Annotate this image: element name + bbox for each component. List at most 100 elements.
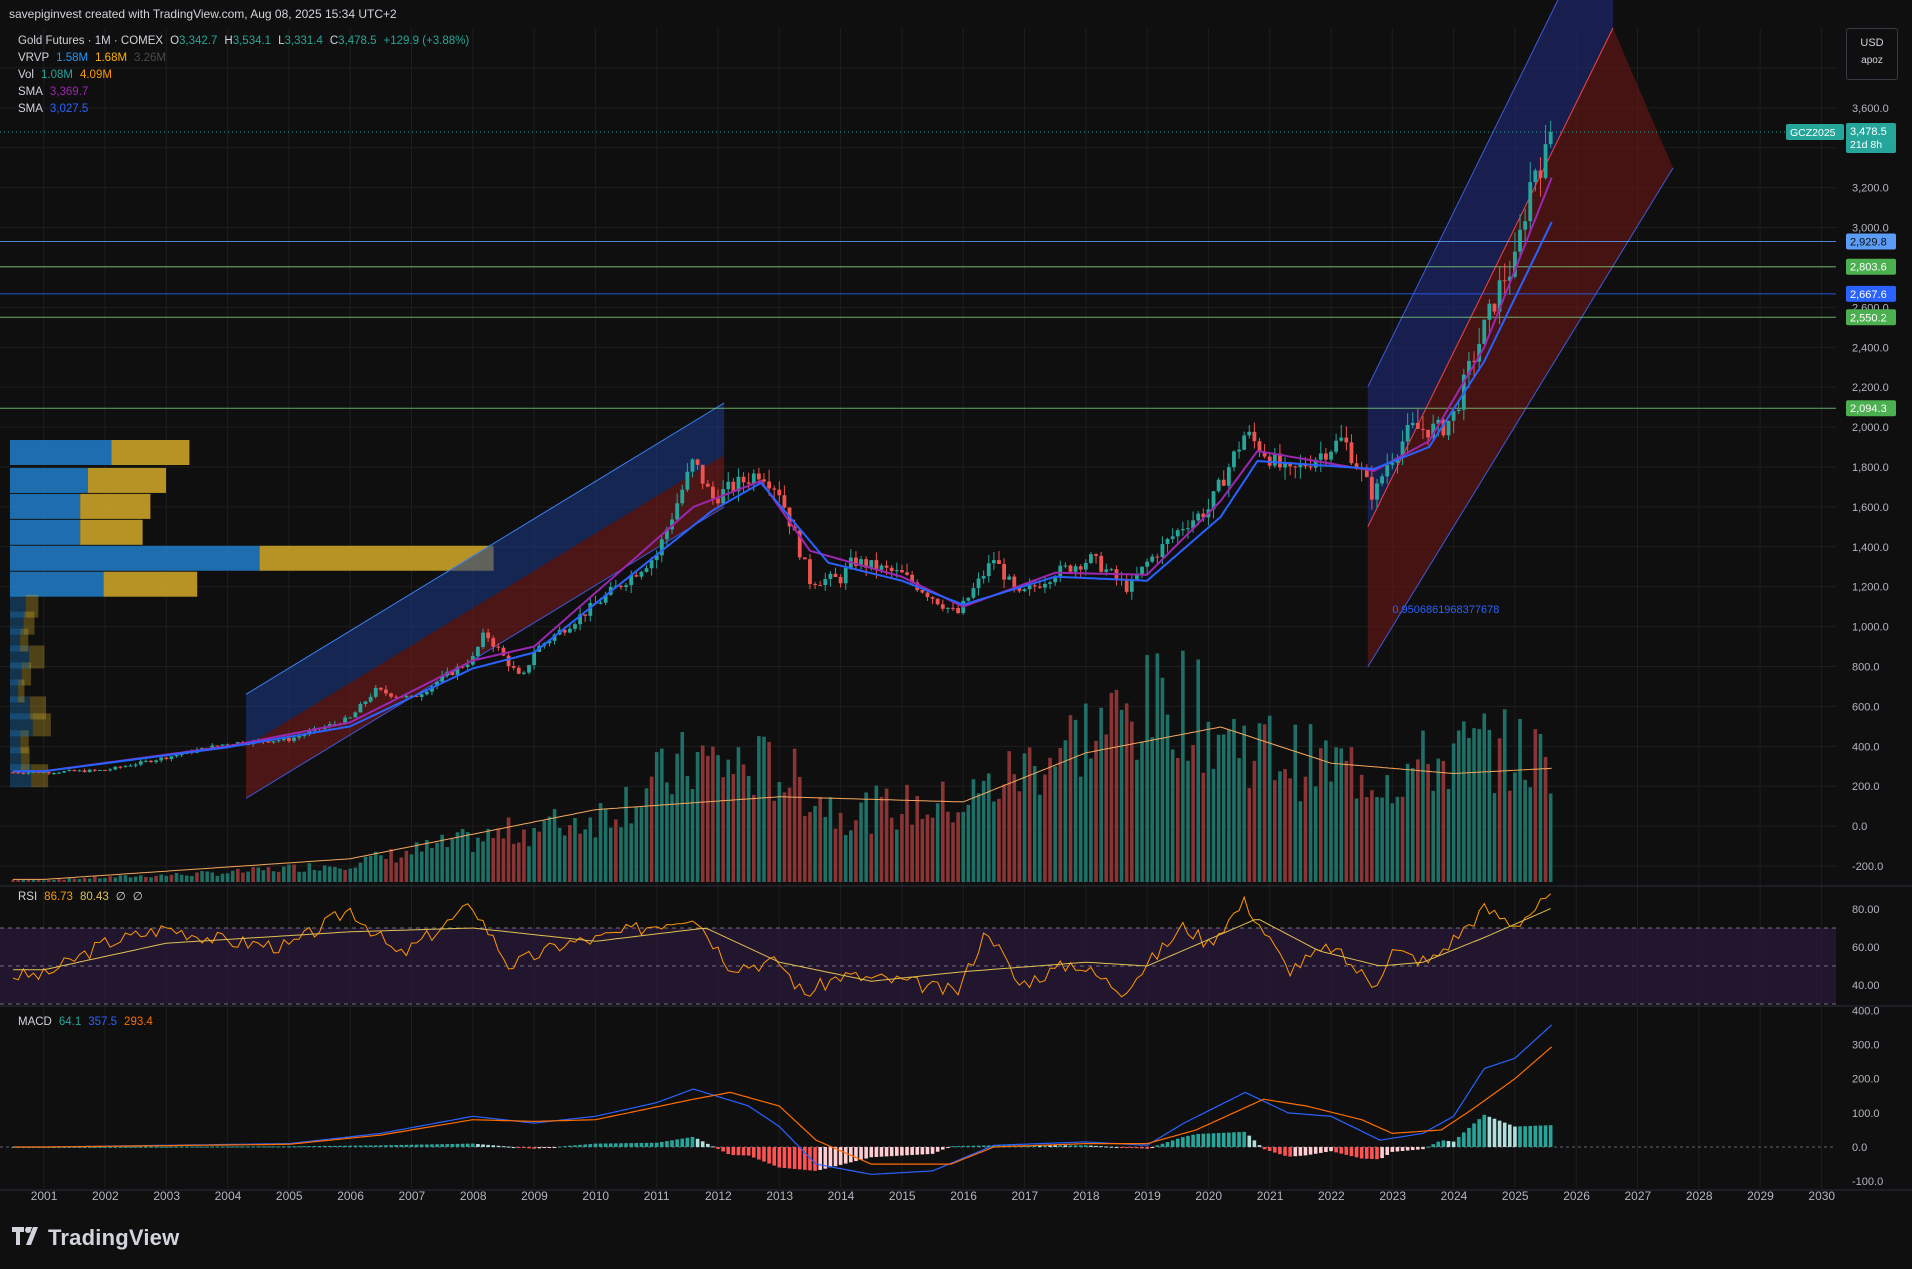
candle-body xyxy=(767,481,771,489)
macd-hist-bar xyxy=(205,1146,209,1148)
volume-bar xyxy=(1038,794,1042,882)
vp-faint-bar xyxy=(25,594,39,618)
candle-body xyxy=(1211,491,1216,510)
level-tag-bg xyxy=(1846,400,1896,417)
macd-hist-bar xyxy=(757,1147,761,1160)
vp-faint-bar xyxy=(30,696,47,720)
vp-faint-bar xyxy=(10,679,19,703)
candle-body xyxy=(705,483,710,487)
candle-body xyxy=(1104,569,1109,572)
candle-body xyxy=(1318,453,1323,460)
candle-body xyxy=(1334,440,1339,452)
volume-bar xyxy=(1288,778,1292,882)
macd-hist-bar xyxy=(981,1145,986,1148)
volume-bar xyxy=(317,870,322,882)
candle-body xyxy=(363,701,368,705)
time-axis-label: 2020 xyxy=(1195,1189,1222,1203)
volume-bar xyxy=(144,876,148,882)
candle-body xyxy=(675,503,680,520)
rsi-extra-1: ∅ xyxy=(115,891,126,903)
candle-body xyxy=(854,557,858,566)
candle-body xyxy=(174,755,179,757)
macd-hist-bar xyxy=(608,1143,613,1148)
macd-hist-bar xyxy=(149,1146,153,1148)
volume-bar xyxy=(966,804,971,882)
time-axis-label: 2021 xyxy=(1257,1189,1284,1203)
vp-sell-bar xyxy=(80,493,151,519)
candle-body xyxy=(1344,437,1349,443)
macd-hist-bar xyxy=(389,1145,393,1148)
currency-unit-button[interactable]: USD apoz xyxy=(1846,28,1898,80)
macd-hist-bar xyxy=(128,1146,133,1148)
volume-bar xyxy=(501,838,506,882)
volume-bar xyxy=(1191,744,1195,882)
tradingview-logo[interactable]: TradingView xyxy=(12,1225,179,1251)
vp-faint-bar xyxy=(21,662,31,686)
volume-bar xyxy=(1421,730,1425,882)
macd-hist-bar xyxy=(843,1147,848,1164)
volume-bar xyxy=(450,838,455,882)
candle-body xyxy=(486,632,491,639)
macd-hist-bar xyxy=(1206,1133,1211,1148)
macd-hist-bar xyxy=(506,1146,511,1148)
macd-hist-bar xyxy=(1216,1133,1221,1148)
level-tag: 2,667.6 xyxy=(1850,289,1887,301)
currency-label: USD xyxy=(1860,37,1884,49)
volume-bar xyxy=(910,824,914,882)
volume-bar xyxy=(36,879,41,882)
macd-hist-bar xyxy=(767,1147,771,1164)
macd-hist-bar xyxy=(1175,1138,1180,1148)
candle-body xyxy=(746,482,751,484)
macd-hist-bar xyxy=(1211,1133,1216,1148)
rsi-label: RSI xyxy=(18,891,38,903)
macd-hist-bar xyxy=(486,1144,490,1148)
candle-body xyxy=(1247,431,1252,436)
volume-bar xyxy=(241,872,245,882)
candle-body xyxy=(869,560,874,568)
volume-bar xyxy=(1298,801,1303,882)
macd-hist-bar xyxy=(700,1141,705,1148)
candle-body xyxy=(1232,451,1236,468)
volume-bar xyxy=(57,879,61,882)
candle-body xyxy=(465,664,470,667)
volume-bar xyxy=(1451,743,1456,882)
price-axis-label: 3,600.0 xyxy=(1852,103,1889,115)
volume-bar xyxy=(782,792,787,882)
macd-hist-bar xyxy=(282,1146,286,1148)
macd-hist-bar xyxy=(1104,1146,1109,1148)
volume-bar xyxy=(649,776,654,882)
macd-hist-bar xyxy=(670,1140,674,1148)
vp-faint-bar xyxy=(20,747,30,771)
macd-hist-bar xyxy=(1451,1141,1456,1148)
vp-buy-bar xyxy=(10,519,81,545)
macd-hist-bar xyxy=(1237,1132,1241,1148)
volume-bar xyxy=(619,827,623,882)
vol-value-2: 4.09M xyxy=(79,69,112,81)
volume-bar xyxy=(184,875,189,882)
macd-hist-bar xyxy=(782,1147,787,1168)
vp-faint-bar xyxy=(10,628,21,652)
volume-bar xyxy=(1278,771,1282,882)
vp-buy-bar xyxy=(10,440,112,466)
volume-bar xyxy=(215,875,220,882)
candle-body xyxy=(521,672,526,674)
volume-bar xyxy=(588,817,593,882)
macd-hist-bar xyxy=(1462,1132,1466,1148)
volume-bar xyxy=(236,868,240,882)
volume-bar xyxy=(174,872,179,882)
macd-hist-bar xyxy=(1114,1147,1119,1149)
volume-bar xyxy=(1308,724,1313,882)
time-axis-label: 2013 xyxy=(766,1189,793,1203)
volume-bar xyxy=(608,827,613,882)
candle-body xyxy=(358,704,363,713)
candle-body xyxy=(348,717,353,719)
vol-value-1: 1.08M xyxy=(41,69,73,81)
macd-hist-bar xyxy=(1400,1147,1405,1151)
volume-bar xyxy=(946,811,950,882)
macd-hist-bar xyxy=(476,1144,480,1148)
candle-body xyxy=(373,687,378,697)
vp-sell-bar xyxy=(111,440,190,466)
candle-body xyxy=(981,576,986,579)
candle-body xyxy=(1354,463,1359,469)
